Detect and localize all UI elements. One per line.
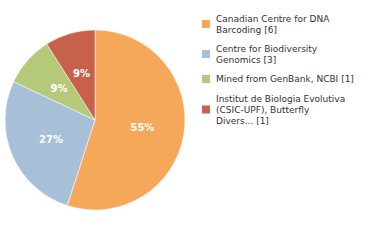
svg-text:(CSIC-UPF), Butterfly: (CSIC-UPF), Butterfly — [216, 105, 310, 115]
svg-text:Canadian Centre for DNA: Canadian Centre for DNA — [216, 14, 330, 24]
svg-text:9%: 9% — [73, 68, 90, 79]
svg-text:9%: 9% — [51, 83, 68, 94]
svg-text:Centre for Biodiversity: Centre for Biodiversity — [216, 44, 318, 54]
svg-text:Divers... [1]: Divers... [1] — [216, 116, 269, 126]
svg-text:Mined from GenBank, NCBI [1]: Mined from GenBank, NCBI [1] — [216, 74, 354, 84]
svg-text:Barcoding [6]: Barcoding [6] — [216, 25, 277, 35]
svg-text:55%: 55% — [130, 122, 154, 133]
svg-text:Institut de Biologia Evolutiva: Institut de Biologia Evolutiva — [216, 94, 345, 104]
svg-text:Genomics [3]: Genomics [3] — [216, 55, 276, 65]
svg-text:27%: 27% — [39, 134, 63, 145]
